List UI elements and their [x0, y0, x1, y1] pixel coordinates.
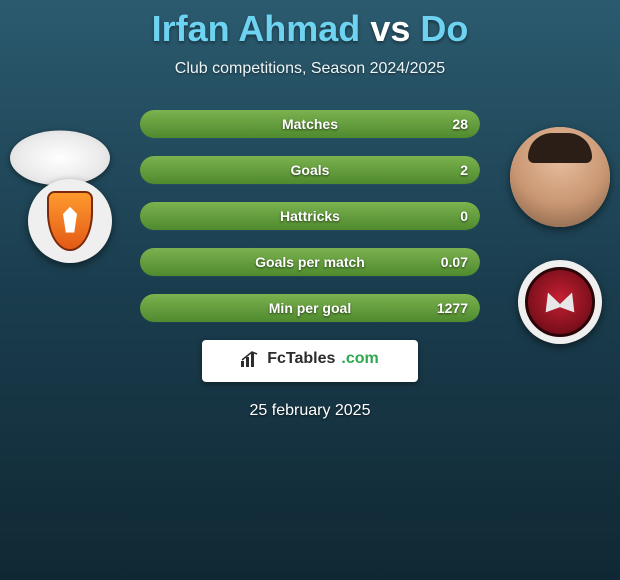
player1-name: Irfan Ahmad: [152, 8, 361, 49]
stat-label: Goals per match: [140, 248, 480, 276]
player2-name: Do: [420, 8, 468, 49]
player1-club-logo: [28, 179, 112, 263]
stat-label: Goals: [140, 156, 480, 184]
stat-value-right: 1277: [437, 294, 468, 322]
subtitle: Club competitions, Season 2024/2025: [0, 60, 620, 78]
player2-avatar: [510, 127, 610, 227]
stat-label: Min per goal: [140, 294, 480, 322]
page-title: Irfan Ahmad vs Do: [0, 0, 620, 50]
stat-value-right: 2: [460, 156, 468, 184]
bars-icon: [241, 351, 261, 367]
player1-avatar: [10, 131, 110, 186]
stat-value-right: 0: [460, 202, 468, 230]
shield-icon: [47, 191, 93, 251]
stat-row-matches: Matches 28: [140, 110, 480, 138]
stat-value-right: 0.07: [441, 248, 468, 276]
brand-name: FcTables: [267, 350, 335, 368]
player2-club-logo: [518, 260, 602, 344]
stat-value-right: 28: [452, 110, 468, 138]
brand-box[interactable]: FcTables .com: [202, 340, 418, 382]
stat-row-mpg: Min per goal 1277: [140, 294, 480, 322]
stats-container: Matches 28 Goals 2 Hattricks 0 Goals per…: [140, 110, 480, 322]
brand-suffix: .com: [341, 350, 378, 368]
stat-label: Hattricks: [140, 202, 480, 230]
stat-label: Matches: [140, 110, 480, 138]
stat-row-hattricks: Hattricks 0: [140, 202, 480, 230]
vs-text: vs: [370, 8, 410, 49]
stat-row-goals: Goals 2: [140, 156, 480, 184]
crest-icon: [525, 267, 595, 337]
face-icon: [510, 127, 610, 227]
stat-row-gpm: Goals per match 0.07: [140, 248, 480, 276]
date-text: 25 february 2025: [0, 402, 620, 420]
